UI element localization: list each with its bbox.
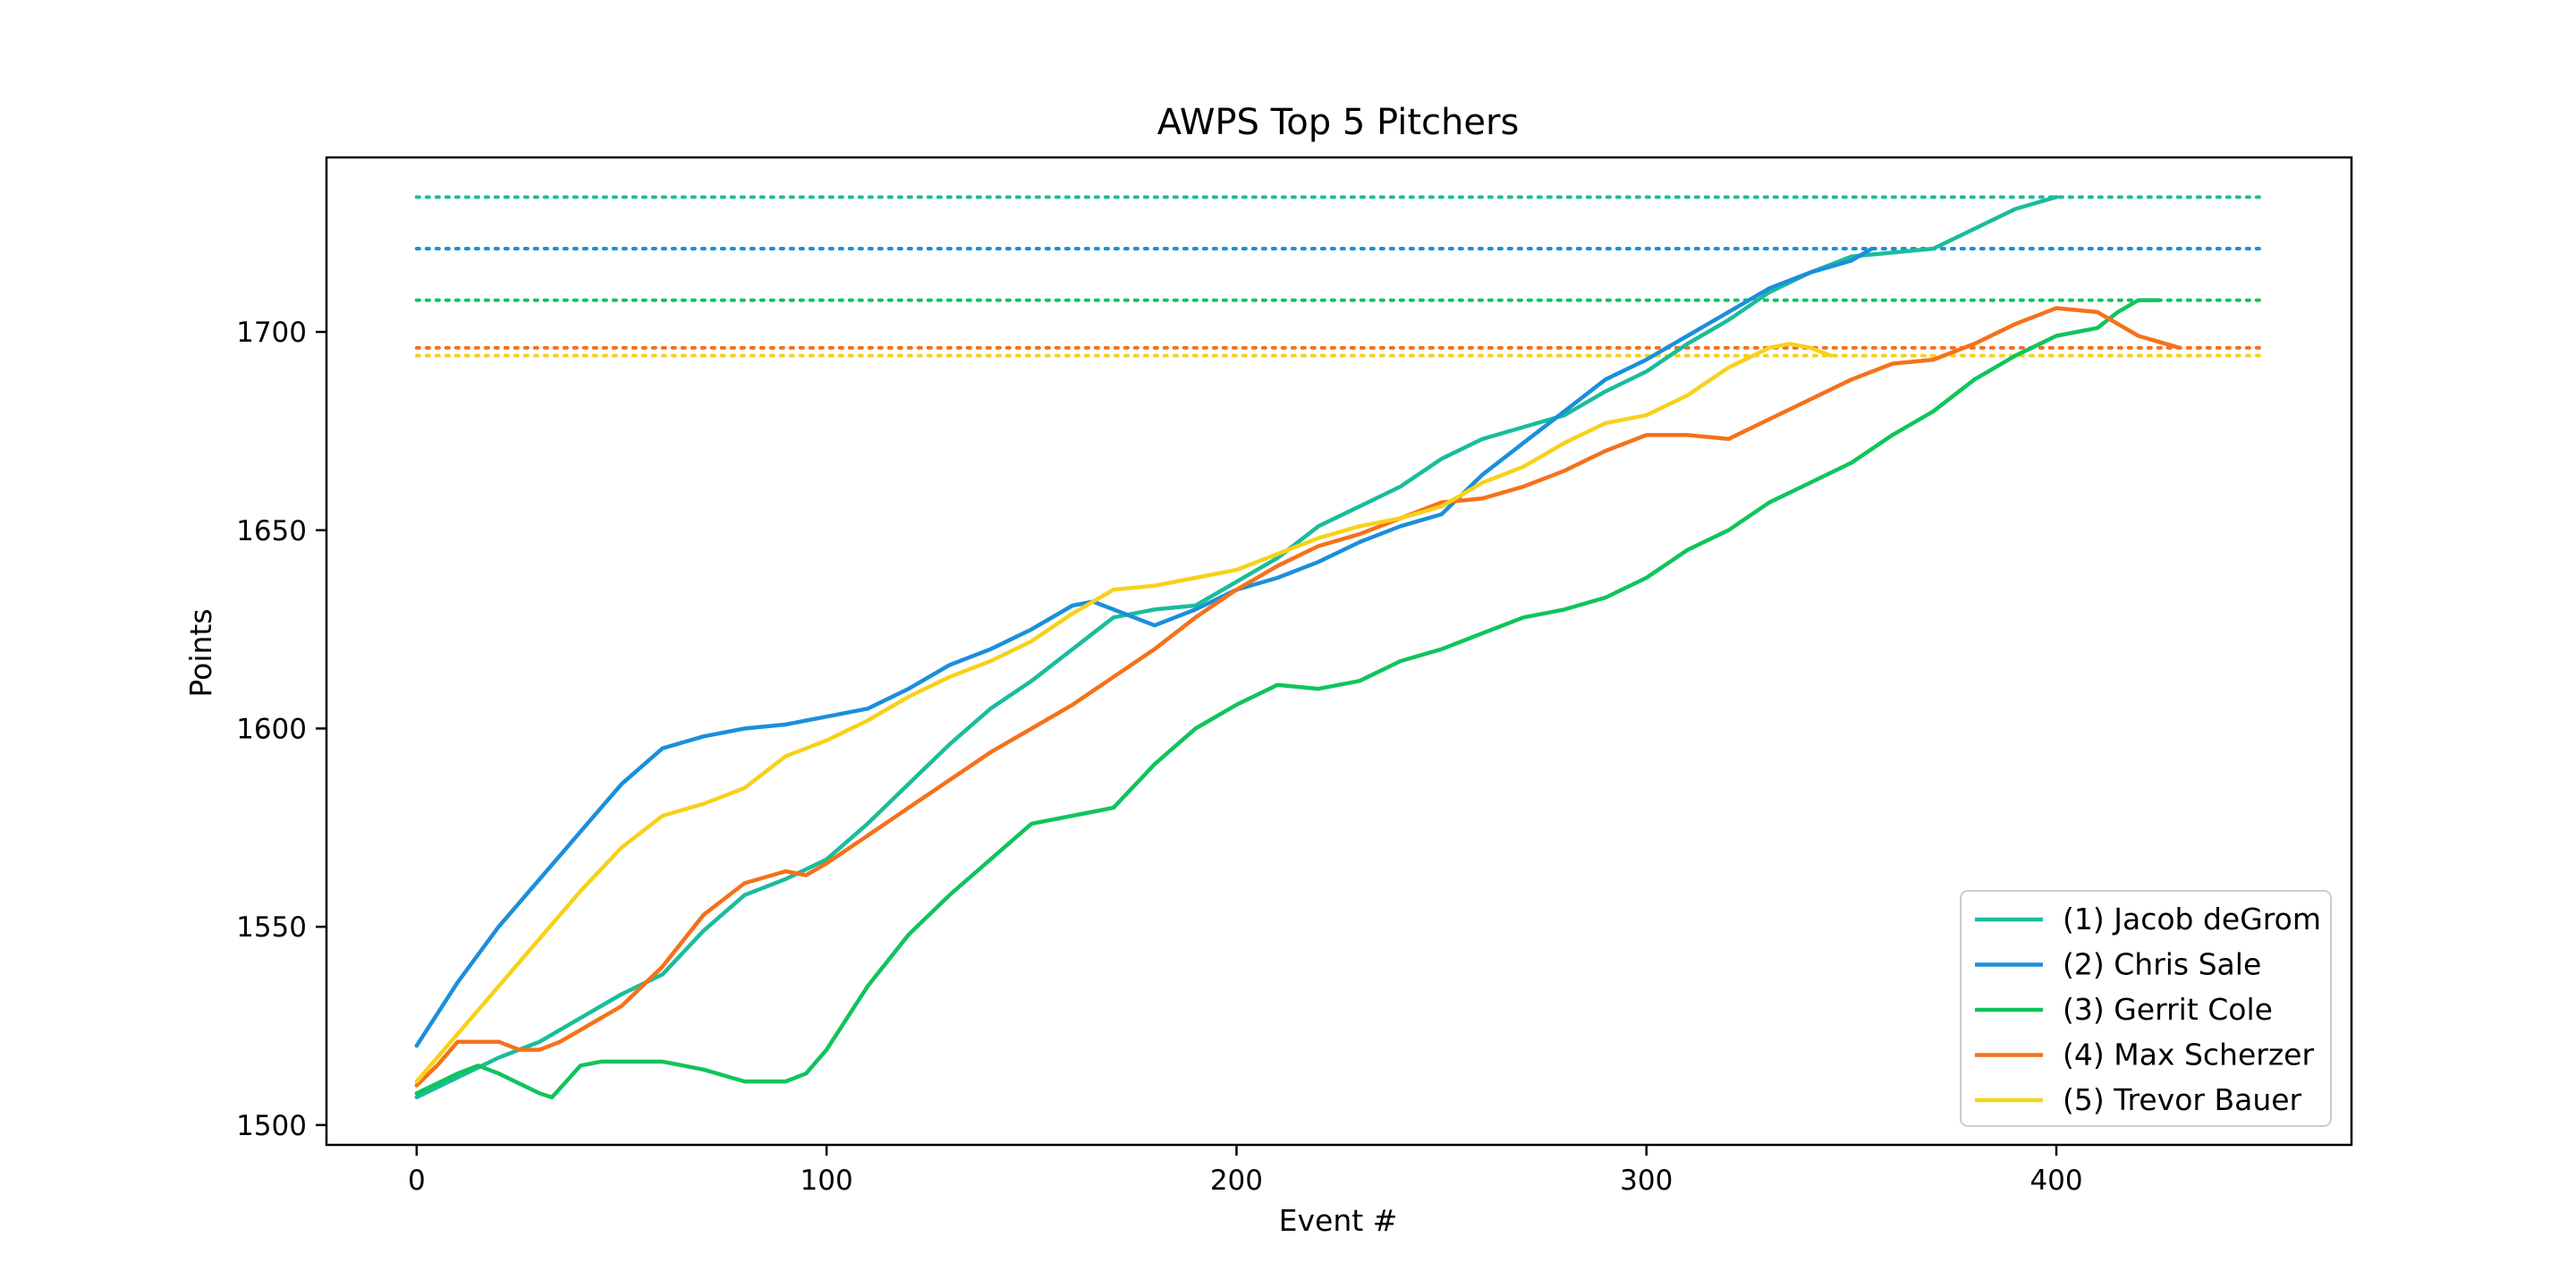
y-axis-title: Points: [183, 608, 218, 697]
plot-frame: [325, 156, 2353, 1147]
legend-label: (1) Jacob deGrom: [2063, 902, 2321, 936]
x-axis: 0 100 200 300 400: [408, 1145, 2083, 1197]
reference-lines: [414, 195, 2264, 358]
x-tick-label: 100: [801, 1165, 853, 1197]
x-tick-label: 0: [408, 1165, 426, 1197]
series-line-3: [414, 298, 2161, 1100]
y-tick-label: 1500: [236, 1110, 307, 1142]
y-tick-label: 1700: [236, 317, 307, 349]
y-tick-label: 1650: [236, 515, 307, 547]
chart-title: AWPS Top 5 Pitchers: [1157, 102, 1520, 143]
legend: (1) Jacob deGrom (2) Chris Sale (3) Gerrit…: [1960, 890, 2332, 1127]
x-tick-label: 200: [1210, 1165, 1263, 1197]
y-axis: 1500 1550 1600 1650 1700: [236, 317, 326, 1142]
legend-label: (2) Chris Sale: [2063, 947, 2261, 982]
series-line-5: [414, 342, 1834, 1084]
series-lines: [414, 195, 2182, 1100]
legend-label: (5) Trevor Bauer: [2063, 1082, 2302, 1117]
legend-box: [1960, 890, 2332, 1127]
legend-label: (4) Max Scherzer: [2063, 1038, 2314, 1072]
x-tick-label: 400: [2029, 1165, 2082, 1197]
x-axis-title: Event #: [1279, 1203, 1398, 1238]
series-line-2: [414, 246, 1875, 1048]
y-tick-label: 1600: [236, 713, 307, 745]
y-tick-label: 1550: [236, 911, 307, 944]
legend-label: (3) Gerrit Cole: [2063, 992, 2273, 1027]
series-line-4: [414, 306, 2182, 1088]
series-line-1: [414, 195, 2059, 1100]
x-tick-label: 300: [1620, 1165, 1673, 1197]
